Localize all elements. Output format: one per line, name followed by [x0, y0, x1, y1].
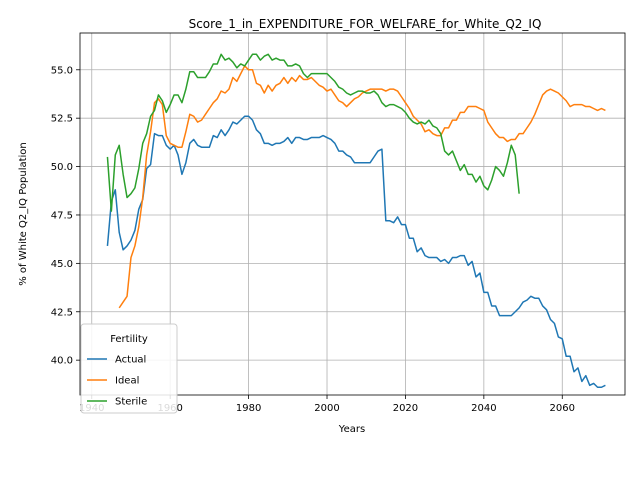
series-line-ideal	[118, 65, 606, 309]
series-lines	[106, 53, 606, 389]
x-axis-label: Years	[338, 424, 365, 435]
x-tick-label: 2000	[314, 403, 339, 414]
x-tick-label: 2020	[393, 403, 418, 414]
series-line-sterile	[106, 53, 520, 212]
chart-title: Score_1_in_EXPENDITURE_FOR_WELFARE_for_W…	[189, 17, 542, 31]
legend: Fertility Actual Ideal Sterile	[80, 323, 178, 414]
y-tick-label: 55.0	[51, 65, 73, 76]
x-tick-label: 2060	[550, 403, 575, 414]
y-axis-label: % of White Q2_IQ Population	[18, 142, 29, 286]
y-tick-label: 47.5	[51, 210, 73, 221]
y-tick-label: 50.0	[51, 162, 73, 173]
legend-label-sterile: Sterile	[115, 397, 147, 408]
y-tick-label: 45.0	[51, 259, 73, 270]
grid-lines	[80, 33, 625, 395]
x-tick-label: 2040	[471, 403, 496, 414]
y-tick-label: 52.5	[51, 114, 73, 125]
y-tick-label: 42.5	[51, 307, 73, 318]
series-line-actual	[106, 115, 606, 389]
legend-box	[80, 323, 178, 414]
y-tick-label: 40.0	[51, 356, 73, 367]
x-tick-label: 1980	[236, 403, 261, 414]
legend-label-actual: Actual	[115, 355, 146, 366]
legend-label-ideal: Ideal	[115, 376, 139, 387]
y-axis-ticks: 40.0 42.5 45.0 47.5 50.0 52.5 55.0	[51, 65, 80, 367]
legend-title: Fertility	[110, 334, 148, 345]
plot-frame	[79, 32, 626, 396]
